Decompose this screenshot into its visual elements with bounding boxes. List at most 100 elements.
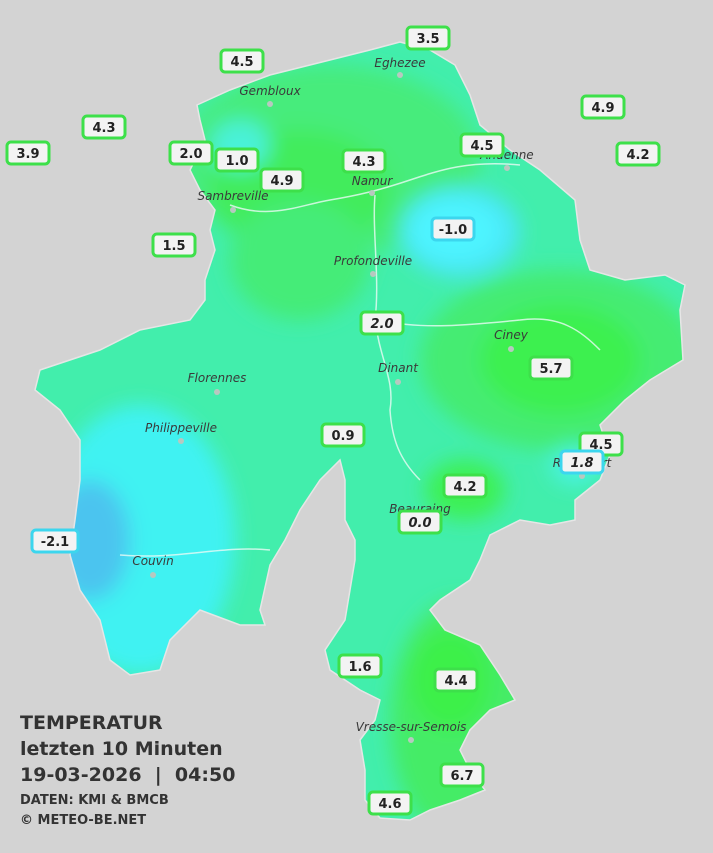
town-dot (395, 379, 401, 385)
station-value: 3.5 (416, 32, 439, 47)
station-value: -2.1 (41, 535, 69, 550)
station-label: 4.5 (459, 132, 505, 158)
town-dot (214, 389, 220, 395)
station-box (528, 355, 574, 381)
station-box (397, 509, 443, 535)
station-label: 0.0 (397, 509, 443, 535)
town-label: Gembloux (239, 84, 301, 98)
station-label: 4.3 (341, 148, 387, 174)
town-dot (369, 190, 375, 196)
station-box (430, 216, 476, 242)
station-box (405, 25, 451, 51)
station-box (367, 790, 413, 816)
town-dot (178, 438, 184, 444)
station-box (439, 762, 485, 788)
station-box (5, 140, 51, 166)
town-dot (397, 72, 403, 78)
station-box (459, 132, 505, 158)
station-label: 4.2 (615, 141, 661, 167)
station-box (442, 473, 488, 499)
station-value: 4.2 (626, 148, 649, 163)
town-label: Profondeville (334, 254, 412, 268)
station-label: 4.5 (219, 48, 265, 74)
legend-datetime: 19-03-2026 | 04:50 (20, 764, 235, 786)
station-box (341, 148, 387, 174)
station-value: 4.4 (444, 674, 467, 689)
town-dot (150, 572, 156, 578)
station-value: 0.0 (408, 516, 431, 531)
station-box (337, 653, 383, 679)
station-box (320, 422, 366, 448)
station-value: 4.5 (589, 438, 612, 453)
legend-copyright: © METEO-BE.NET (20, 813, 146, 828)
station-value: 1.5 (162, 239, 185, 254)
station-label: 4.4 (433, 667, 479, 693)
station-value: 2.0 (179, 147, 202, 162)
station-box (615, 141, 661, 167)
station-label: 4.9 (259, 167, 305, 193)
town-dot (267, 101, 273, 107)
station-box (219, 48, 265, 74)
station-value: 1.6 (348, 660, 371, 675)
station-box (580, 94, 626, 120)
station-box (81, 114, 127, 140)
station-label: 4.2 (442, 473, 488, 499)
town-label: Couvin (132, 554, 173, 568)
station-box (214, 147, 260, 173)
station-label: 1.8 (559, 449, 605, 475)
town-label: Ciney (494, 328, 529, 342)
legend-subtitle: letzten 10 Minuten (20, 738, 223, 760)
station-value: 0.9 (331, 429, 354, 444)
station-value: 4.9 (270, 174, 293, 189)
station-value: 4.5 (230, 55, 253, 70)
town-label: Eghezee (374, 56, 425, 70)
town-dot (408, 737, 414, 743)
station-label: 1.5 (151, 232, 197, 258)
station-value: 2.0 (370, 317, 393, 332)
station-label: 1.6 (337, 653, 383, 679)
station-box (359, 310, 405, 336)
station-box (433, 667, 479, 693)
station-label: 4.3 (81, 114, 127, 140)
station-value: 4.3 (352, 155, 375, 170)
station-label: 4.9 (580, 94, 626, 120)
station-value: 4.2 (453, 480, 476, 495)
station-label: -2.1 (30, 528, 80, 554)
station-label: 0.9 (320, 422, 366, 448)
town-dot (504, 165, 510, 171)
legend-title: TEMPERATUR (20, 712, 163, 734)
station-value: 4.3 (92, 121, 115, 136)
station-label: 6.7 (439, 762, 485, 788)
legend-source: DATEN: KMI & BMCB (20, 793, 169, 808)
town-label: Namur (352, 174, 394, 188)
station-value: 1.8 (570, 456, 593, 471)
station-box (151, 232, 197, 258)
station-box (559, 449, 605, 475)
town-label: Florennes (188, 371, 247, 385)
station-value: 4.5 (470, 139, 493, 154)
station-box (168, 140, 214, 166)
town-dot (370, 271, 376, 277)
station-label: 2.0 (168, 140, 214, 166)
station-label: 4.6 (367, 790, 413, 816)
station-label: 1.0 (214, 147, 260, 173)
station-label: 2.0 (359, 310, 405, 336)
station-value: 1.0 (225, 154, 248, 169)
town-label: Sambreville (197, 189, 268, 203)
station-label: 3.9 (5, 140, 51, 166)
town-label: Dinant (378, 361, 419, 375)
station-box (259, 167, 305, 193)
station-value: -1.0 (439, 223, 467, 238)
station-value: 4.9 (591, 101, 614, 116)
town-label: Philippeville (145, 421, 217, 435)
station-label: -1.0 (430, 216, 476, 242)
station-box (30, 528, 80, 554)
town-dot (508, 346, 514, 352)
station-value: 5.7 (539, 362, 562, 377)
station-value: 3.9 (16, 147, 39, 162)
town-dot (230, 207, 236, 213)
station-value: 4.6 (378, 797, 401, 812)
station-value: 6.7 (450, 769, 473, 784)
town-label: Vresse-sur-Semois (356, 720, 467, 734)
